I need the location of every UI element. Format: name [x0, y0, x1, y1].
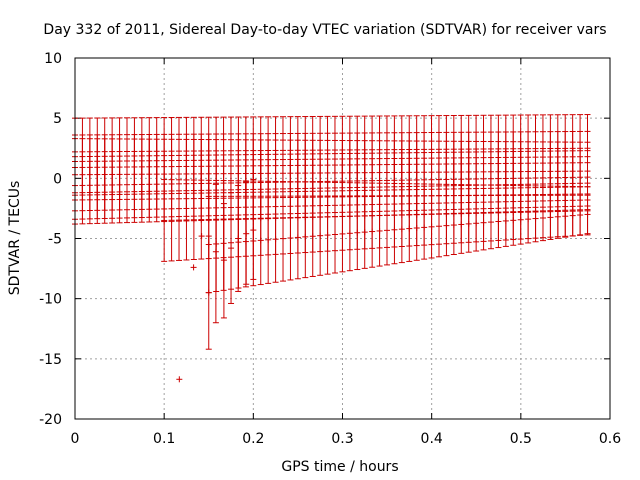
y-tick-label: 5 — [53, 111, 62, 127]
y-axis-label: SDTVAR / TECUs — [7, 181, 23, 296]
x-tick-label: 0.6 — [599, 431, 621, 447]
chart-title: Day 332 of 2011, Sidereal Day-to-day VTE… — [43, 22, 606, 38]
y-tick-label: -20 — [39, 412, 62, 428]
x-tick-label: 0 — [71, 431, 80, 447]
x-tick-label: 0.5 — [510, 431, 532, 447]
y-tick-label: -5 — [48, 232, 62, 248]
y-tick-label: 0 — [53, 171, 62, 187]
y-tick-label: -15 — [39, 352, 62, 368]
x-tick-label: 0.4 — [421, 431, 443, 447]
x-tick-label: 0.3 — [331, 431, 353, 447]
chart-svg: Day 332 of 2011, Sidereal Day-to-day VTE… — [0, 0, 640, 480]
x-tick-label: 0.1 — [153, 431, 175, 447]
x-axis-label: GPS time / hours — [281, 459, 398, 475]
y-tick-label: -10 — [39, 292, 62, 308]
y-tick-label: 10 — [44, 51, 62, 67]
x-tick-label: 0.2 — [242, 431, 264, 447]
